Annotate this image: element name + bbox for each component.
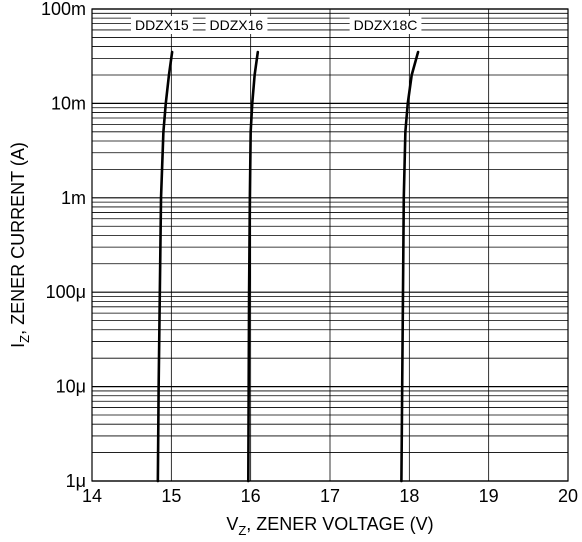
y-axis-title: IZ, ZENER CURRENT (A) [8,142,32,348]
x-tick-label: 15 [161,486,181,506]
y-tick-label: 1m [61,188,86,208]
y-tick-label: 10m [51,93,86,113]
x-axis-title-rest: , ZENER VOLTAGE (V) [246,514,433,534]
x-tick-labels: 14 15 16 17 18 19 20 [82,486,578,506]
series-line-ddzx15 [156,50,174,483]
series-line-ddzx18c [400,50,420,483]
series-line-ddzx16 [246,50,260,483]
curves [156,50,420,483]
x-axis-title-main: V [226,514,238,534]
y-tick-label: 100m [41,0,86,19]
series-label-text: DDZX18C [354,17,418,33]
series-label-ddzx16: DDZX16 [205,16,268,34]
curve-labels: DDZX15 DDZX16 DDZX18C [130,16,422,34]
y-tick-labels: 1μ 10μ 100μ 1m 10m 100m [41,0,86,491]
x-tick-label: 18 [399,486,419,506]
y-axis-title-rest: , ZENER CURRENT (A) [8,142,28,335]
x-tick-label: 17 [320,486,340,506]
series-label-text: DDZX15 [135,17,189,33]
series-label-text: DDZX16 [210,17,264,33]
x-tick-label: 14 [82,486,102,506]
major-grid [91,8,569,482]
y-axis-title-sub: Z [17,335,32,343]
series-label-bg [130,16,193,34]
y-tick-label: 100μ [46,282,86,302]
y-axis-title-main: I [8,343,28,348]
series-label-bg [205,16,268,34]
x-tick-label: 20 [558,486,578,506]
x-axis-title: VZ, ZENER VOLTAGE (V) [226,514,433,538]
series-label-ddzx15: DDZX15 [130,16,193,34]
x-tick-label: 16 [241,486,261,506]
x-axis-title-sub: Z [238,523,246,538]
y-tick-label: 1μ [66,471,86,491]
y-tick-label: 10μ [56,377,86,397]
series-label-bg [349,16,422,34]
plot-frame [91,8,569,482]
x-tick-label: 19 [479,486,499,506]
series-label-ddzx18c: DDZX18C [349,16,422,34]
